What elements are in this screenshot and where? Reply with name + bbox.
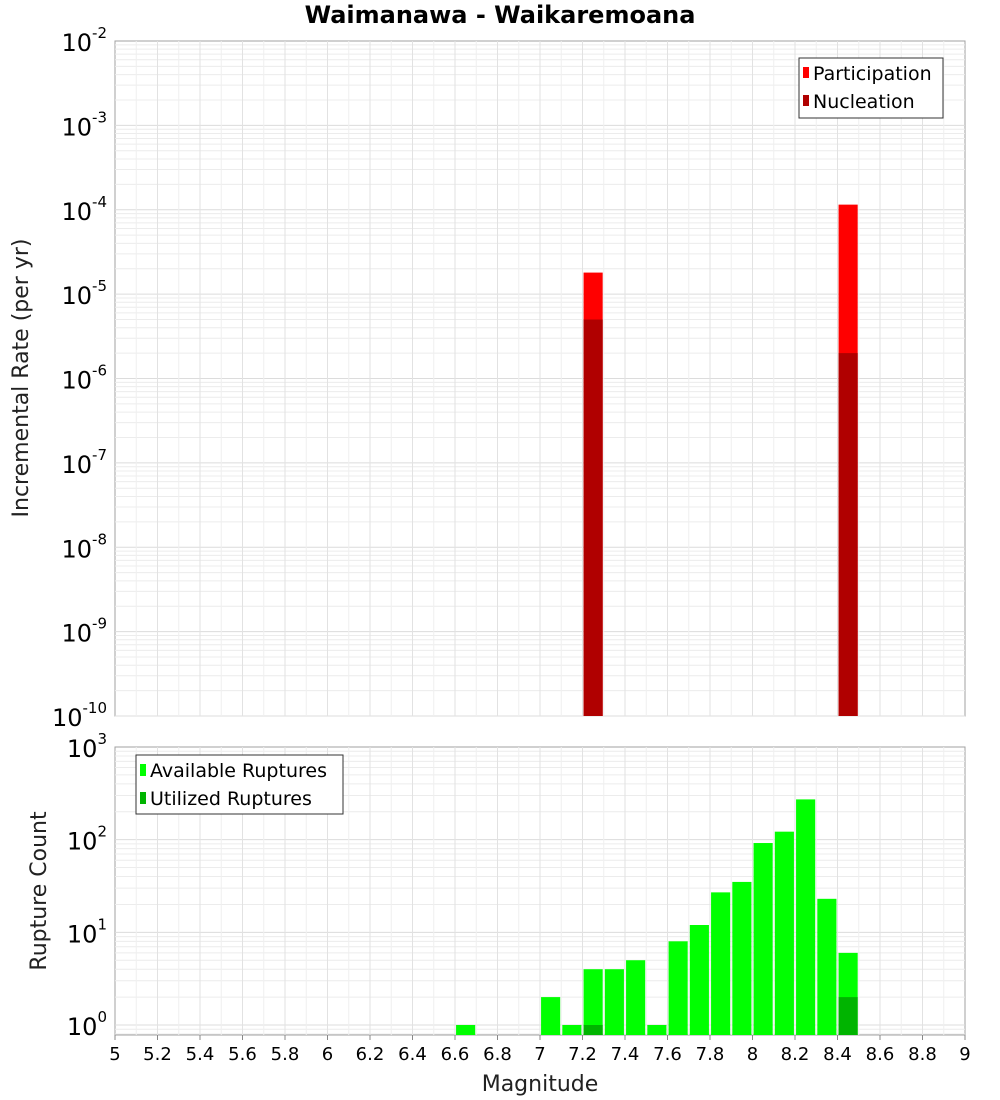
x-tick-label: 7.8 (696, 1044, 725, 1065)
x-tick-label: 7 (534, 1044, 545, 1065)
available-ruptures-bar (541, 997, 561, 1035)
nucleation-legend-label: Nucleation (813, 91, 915, 113)
x-tick-label: 9 (959, 1044, 970, 1065)
utilized-legend-swatch (140, 792, 146, 804)
x-tick-label: 5.6 (228, 1044, 257, 1065)
available-ruptures-bar (626, 960, 646, 1035)
rate-panel: 10-2 10-3 10-4 10-5 10-6 10-7 10-8 10-9 10-10 In… (9, 24, 966, 732)
utilized-ruptures-bar (838, 997, 858, 1035)
rupture-legend-box (135, 754, 344, 815)
y-tick-label: 10-6 (61, 362, 107, 395)
available-ruptures-bar (668, 941, 688, 1035)
x-tick-label: 7.2 (568, 1044, 597, 1065)
available-ruptures-bar (796, 799, 816, 1035)
y-tick-label: 10-9 (61, 615, 107, 648)
rate-legend: Participation Nucleation (798, 57, 944, 119)
y-tick-label: 10-8 (61, 530, 107, 563)
utilized-legend-label: Utilized Ruptures (150, 788, 312, 810)
y-tick-label: 101 (67, 915, 107, 948)
chart-title: Waimanawa - Waikaremoana (305, 1, 696, 29)
y-tick-label: 102 (67, 823, 107, 856)
available-ruptures-bar (732, 881, 752, 1035)
rupture-bars (456, 799, 858, 1035)
x-tick-label: 8.8 (908, 1044, 937, 1065)
rupture-y-axis-label: Rupture Count (27, 811, 52, 971)
rupture-y-tick-labels: 103 102 101 100 (67, 730, 107, 1041)
nucleation-bar (838, 353, 858, 716)
y-tick-label: 10-5 (61, 277, 107, 310)
x-tick-label: 8.2 (781, 1044, 810, 1065)
y-tick-label: 100 (67, 1008, 107, 1041)
available-ruptures-bar (562, 1025, 582, 1035)
x-tick-label: 8 (747, 1044, 758, 1065)
participation-legend-label: Participation (813, 63, 932, 85)
x-tick-label: 5.4 (186, 1044, 215, 1065)
x-tick-label: 8.6 (866, 1044, 895, 1065)
available-ruptures-bar (774, 831, 794, 1035)
y-tick-label: 10-7 (61, 446, 107, 479)
x-tick-label: 5 (109, 1044, 120, 1065)
nucleation-bar (583, 319, 603, 716)
x-tick-label: 5.8 (271, 1044, 300, 1065)
y-tick-label: 10-4 (61, 193, 107, 226)
available-ruptures-bar (689, 924, 709, 1035)
y-tick-label: 10-3 (61, 108, 107, 141)
magnitude-tick-labels: 5 5.2 5.4 5.6 5.8 6 6.2 6.4 6.6 6.8 7 7.2 7.4 7.6 7.8 8… (109, 1035, 971, 1065)
x-tick-label: 6.2 (356, 1044, 385, 1065)
x-tick-label: 6.8 (483, 1044, 512, 1065)
x-tick-label: 6 (322, 1044, 333, 1065)
x-tick-label: 5.2 (143, 1044, 172, 1065)
x-tick-label: 8.4 (823, 1044, 852, 1065)
y-tick-label: 103 (67, 730, 107, 763)
utilized-ruptures-bar (583, 1025, 603, 1035)
available-ruptures-bar (456, 1025, 476, 1035)
rupture-count-panel: 103 102 101 100 5 5.2 5.4 5.6 5.8 6 6.2 6.4 6.6 6.8 7… (27, 730, 971, 1097)
nucleation-legend-swatch (803, 95, 809, 106)
x-tick-label: 6.6 (441, 1044, 470, 1065)
available-ruptures-bar (817, 898, 837, 1035)
x-tick-label: 7.4 (611, 1044, 640, 1065)
y-tick-label: 10-2 (61, 24, 107, 57)
participation-legend-swatch (803, 67, 809, 78)
rate-y-tick-labels: 10-2 10-3 10-4 10-5 10-6 10-7 10-8 10-9 10-10 (52, 24, 107, 732)
y-tick-label: 10-10 (52, 699, 107, 732)
available-ruptures-bar (583, 969, 603, 1035)
rate-gridlines (115, 41, 965, 717)
available-legend-swatch (140, 764, 146, 776)
available-ruptures-bar (753, 843, 773, 1035)
x-tick-label: 7.6 (653, 1044, 682, 1065)
x-axis-label: Magnitude (482, 1072, 599, 1097)
available-ruptures-bar (711, 892, 731, 1035)
available-legend-label: Available Ruptures (150, 760, 327, 782)
available-ruptures-bar (604, 969, 624, 1035)
rate-legend-box (798, 57, 944, 119)
rate-y-axis-label: Incremental Rate (per yr) (9, 239, 34, 518)
x-tick-label: 6.4 (398, 1044, 427, 1065)
rupture-legend: Available Ruptures Utilized Ruptures (135, 754, 344, 815)
available-ruptures-bar (647, 1025, 667, 1035)
rate-bars (583, 204, 858, 717)
